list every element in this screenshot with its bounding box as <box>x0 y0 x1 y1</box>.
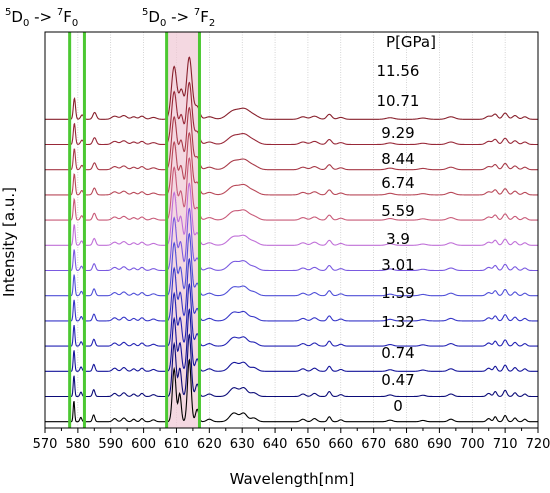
pressure-label: 10.71 <box>377 92 420 110</box>
ann1-pre: 5 <box>5 7 11 18</box>
x-tick-label: 640 <box>263 437 288 452</box>
plot-frame <box>44 31 539 429</box>
x-tick-label: 650 <box>296 437 321 452</box>
pressure-label: 9.29 <box>381 124 414 142</box>
spectrum-line <box>45 308 538 372</box>
spectrum-line <box>45 182 538 246</box>
x-tick-label: 710 <box>493 437 518 452</box>
svg-text:5D0 -> 7F2: 5D0 -> 7F2 <box>142 7 215 29</box>
pressure-labels: 0 0.47 0.74 1.32 1.59 3.01 3.9 5.59 6.74 8.44 9.29… <box>377 62 420 415</box>
x-tick-label: 630 <box>230 437 255 452</box>
grid <box>77 32 506 428</box>
x-tick-label: 660 <box>328 437 353 452</box>
spectrum-line <box>45 56 538 120</box>
ann1-sub1: 0 <box>23 18 29 29</box>
spectrum-line <box>45 131 538 196</box>
x-tick-label: 620 <box>197 437 222 452</box>
pressure-label: 0.74 <box>381 344 414 362</box>
legend-title: P[GPa] <box>386 33 436 51</box>
spectrum-line <box>45 333 538 398</box>
x-tick-label: 580 <box>65 437 90 452</box>
ann1-pre2: 7 <box>57 7 63 18</box>
x-tick-label: 720 <box>526 437 550 452</box>
svg-text:5D0 -> 7F0: 5D0 -> 7F0 <box>5 7 78 29</box>
x-axis-ticks: 570 580 590 600 610 620 630 640 650 660 670 680 690 7… <box>33 428 550 452</box>
x-tick-label: 680 <box>394 437 419 452</box>
pressure-label: 5.59 <box>381 202 414 220</box>
x-tick-label: 570 <box>33 437 58 452</box>
ann2-main2: F <box>200 8 209 26</box>
pressure-label: 11.56 <box>377 62 420 80</box>
pressure-label: 1.32 <box>381 313 414 331</box>
pressure-label: 8.44 <box>381 150 414 168</box>
spectrum-line <box>45 207 538 272</box>
spectrum-line <box>45 257 538 322</box>
x-tick-label: 670 <box>361 437 386 452</box>
x-tick-label: 600 <box>131 437 156 452</box>
ann2-arrow: -> <box>166 8 194 26</box>
ann1-arrow: -> <box>29 8 57 26</box>
x-tick-label: 700 <box>460 437 485 452</box>
annotation-5d0-7f0: 5D0 -> 7F0 <box>5 7 78 29</box>
ann2-pre2: 7 <box>194 7 200 18</box>
spectrum-line <box>45 232 538 297</box>
pressure-label: 1.59 <box>381 284 414 302</box>
spectra <box>45 56 538 423</box>
spectrum-line <box>45 81 538 146</box>
ann1-main2: F <box>63 8 72 26</box>
ann2-pre: 5 <box>142 7 148 18</box>
pressure-label: 0 <box>393 397 403 415</box>
pressure-label: 3.9 <box>386 230 410 248</box>
pressure-label: 0.47 <box>381 371 414 389</box>
ann2-main1: D <box>148 8 160 26</box>
spectrum-line <box>45 106 538 171</box>
spectrum-line <box>45 157 538 221</box>
x-axis-label: Wavelength[nm] <box>230 470 355 488</box>
annotation-5d0-7f2: 5D0 -> 7F2 <box>142 7 215 29</box>
ann1-sub2: 0 <box>72 18 78 29</box>
ann1-main1: D <box>11 8 23 26</box>
x-tick-label: 590 <box>98 437 123 452</box>
pressure-label: 6.74 <box>381 174 414 192</box>
x-tick-label: 610 <box>164 437 189 452</box>
spectrum-line <box>45 283 538 347</box>
ann2-sub1: 0 <box>160 18 166 29</box>
band-markers <box>68 32 201 428</box>
ann2-sub2: 2 <box>209 18 215 29</box>
spectrum-line <box>45 358 538 423</box>
pressure-label: 3.01 <box>381 256 414 274</box>
x-tick-label: 690 <box>427 437 452 452</box>
y-axis-label: Intensity [a.u.] <box>0 187 18 297</box>
